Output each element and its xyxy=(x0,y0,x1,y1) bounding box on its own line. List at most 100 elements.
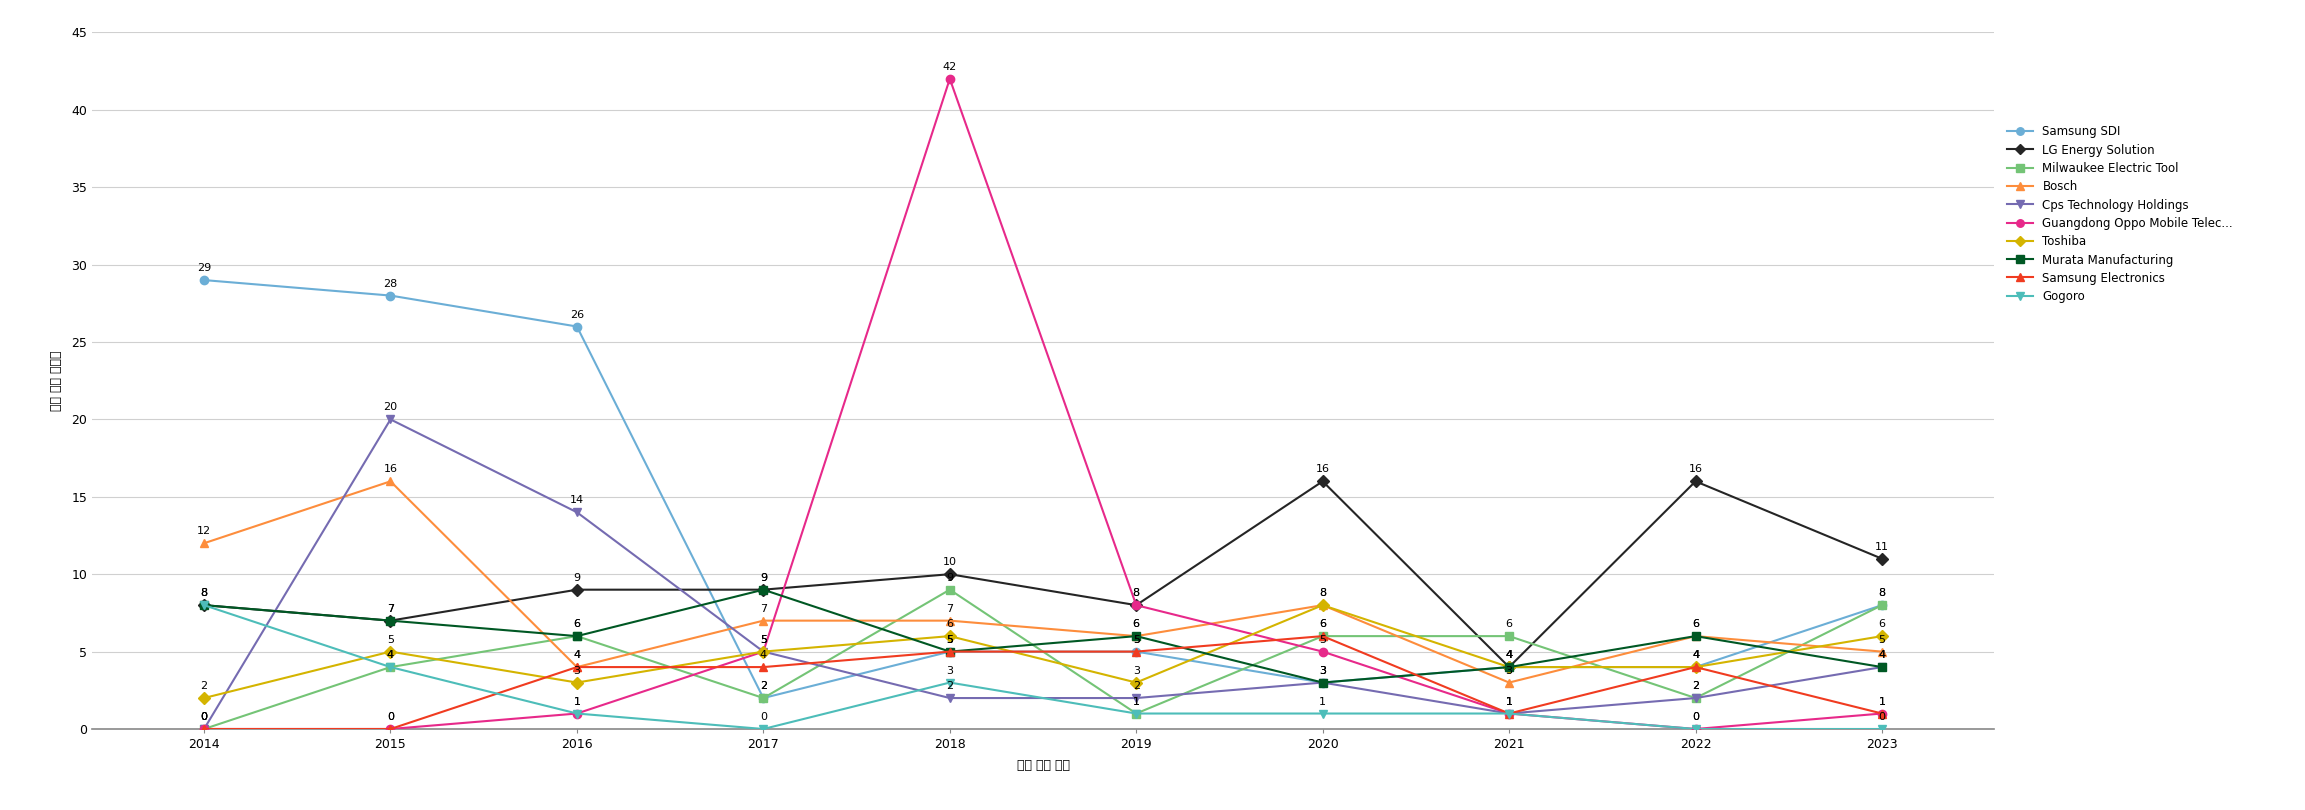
Guangdong Oppo Mobile Telec... xyxy=(562,709,590,718)
Text: 26: 26 xyxy=(569,309,583,320)
LG Energy Solution xyxy=(1123,600,1150,610)
Text: 4: 4 xyxy=(761,650,768,660)
Murata Manufacturing xyxy=(936,646,963,656)
Text: 12: 12 xyxy=(196,526,212,536)
Text: 1: 1 xyxy=(1318,697,1325,706)
Text: 7: 7 xyxy=(387,603,394,614)
Samsung Electronics xyxy=(1496,709,1524,718)
Gogoro xyxy=(562,709,590,718)
Bosch xyxy=(562,663,590,672)
LG Energy Solution xyxy=(749,585,777,595)
Samsung Electronics xyxy=(191,724,219,734)
Milwaukee Electric Tool xyxy=(1309,631,1337,641)
Milwaukee Electric Tool xyxy=(191,724,219,734)
Cps Technology Holdings xyxy=(191,724,219,734)
Text: 3: 3 xyxy=(947,666,954,676)
Line: Toshiba: Toshiba xyxy=(201,601,1885,702)
Line: Cps Technology Holdings: Cps Technology Holdings xyxy=(201,416,1885,733)
Text: 16: 16 xyxy=(383,464,396,475)
Text: 5: 5 xyxy=(1132,635,1139,645)
Guangdong Oppo Mobile Telec... xyxy=(1683,724,1710,734)
Line: Samsung SDI: Samsung SDI xyxy=(201,276,1885,702)
Line: Murata Manufacturing: Murata Manufacturing xyxy=(201,586,1885,687)
Text: 6: 6 xyxy=(574,619,581,629)
Murata Manufacturing xyxy=(1683,631,1710,641)
Cps Technology Holdings xyxy=(1309,678,1337,688)
Text: 1: 1 xyxy=(1505,697,1512,706)
Samsung Electronics xyxy=(376,724,403,734)
Milwaukee Electric Tool xyxy=(562,631,590,641)
Toshiba xyxy=(562,678,590,688)
Text: 9: 9 xyxy=(574,573,581,582)
Text: 2: 2 xyxy=(1692,681,1699,691)
Text: 2: 2 xyxy=(761,681,768,691)
LG Energy Solution xyxy=(1683,476,1710,486)
Text: 8: 8 xyxy=(201,588,207,599)
Cps Technology Holdings xyxy=(562,507,590,517)
Milwaukee Electric Tool xyxy=(749,693,777,703)
Samsung SDI xyxy=(936,646,963,656)
Line: Guangdong Oppo Mobile Telec...: Guangdong Oppo Mobile Telec... xyxy=(201,75,1885,733)
Cps Technology Holdings xyxy=(1683,693,1710,703)
Text: 0: 0 xyxy=(387,712,394,722)
Text: 5: 5 xyxy=(387,635,394,645)
Text: 0: 0 xyxy=(201,712,207,722)
Text: 4: 4 xyxy=(1692,650,1699,660)
Cps Technology Holdings xyxy=(936,693,963,703)
LG Energy Solution xyxy=(562,585,590,595)
Bosch xyxy=(936,616,963,625)
Murata Manufacturing xyxy=(191,600,219,610)
Cps Technology Holdings xyxy=(1867,663,1895,672)
Text: 1: 1 xyxy=(1132,697,1139,706)
Text: 8: 8 xyxy=(1879,588,1885,599)
Text: 0: 0 xyxy=(201,712,207,722)
Text: 11: 11 xyxy=(1874,542,1890,552)
Bosch xyxy=(1123,631,1150,641)
Milwaukee Electric Tool xyxy=(1496,631,1524,641)
Text: 0: 0 xyxy=(387,712,394,722)
Milwaukee Electric Tool xyxy=(1123,709,1150,718)
Murata Manufacturing xyxy=(562,631,590,641)
Text: 0: 0 xyxy=(1879,712,1885,722)
Text: 2: 2 xyxy=(1692,681,1699,691)
Legend: Samsung SDI, LG Energy Solution, Milwaukee Electric Tool, Bosch, Cps Technology : Samsung SDI, LG Energy Solution, Milwauk… xyxy=(2003,122,2236,307)
LG Energy Solution xyxy=(1496,663,1524,672)
Text: 7: 7 xyxy=(947,603,954,614)
Text: 14: 14 xyxy=(569,496,583,505)
LG Energy Solution xyxy=(191,600,219,610)
LG Energy Solution xyxy=(376,616,403,625)
Text: 5: 5 xyxy=(947,635,954,645)
Murata Manufacturing xyxy=(1867,663,1895,672)
Milwaukee Electric Tool xyxy=(376,663,403,672)
Bosch xyxy=(376,476,403,486)
Text: 3: 3 xyxy=(1318,666,1325,676)
Text: 2: 2 xyxy=(761,681,768,691)
Bosch xyxy=(1867,646,1895,656)
Guangdong Oppo Mobile Telec... xyxy=(1867,709,1895,718)
Text: 5: 5 xyxy=(1879,635,1885,645)
Gogoro xyxy=(1309,709,1337,718)
Guangdong Oppo Mobile Telec... xyxy=(1123,600,1150,610)
Text: 10: 10 xyxy=(943,557,957,567)
Text: 4: 4 xyxy=(574,650,581,660)
Gogoro xyxy=(1683,724,1710,734)
Text: 1: 1 xyxy=(1505,697,1512,706)
Samsung SDI xyxy=(1867,600,1895,610)
Text: 1: 1 xyxy=(1879,697,1885,706)
Text: 4: 4 xyxy=(387,650,394,660)
Toshiba xyxy=(1496,663,1524,672)
Text: 9: 9 xyxy=(761,573,768,582)
Text: 9: 9 xyxy=(947,573,954,582)
Text: 3: 3 xyxy=(1505,666,1512,676)
Samsung Electronics xyxy=(1867,709,1895,718)
Samsung SDI xyxy=(562,322,590,331)
Text: 1: 1 xyxy=(1505,697,1512,706)
Text: 5: 5 xyxy=(947,635,954,645)
Text: 9: 9 xyxy=(761,573,768,582)
Bosch xyxy=(749,616,777,625)
Guangdong Oppo Mobile Telec... xyxy=(1496,709,1524,718)
Toshiba xyxy=(749,646,777,656)
Text: 5: 5 xyxy=(1132,635,1139,645)
Text: 4: 4 xyxy=(1692,650,1699,660)
Text: 16: 16 xyxy=(1316,464,1330,475)
